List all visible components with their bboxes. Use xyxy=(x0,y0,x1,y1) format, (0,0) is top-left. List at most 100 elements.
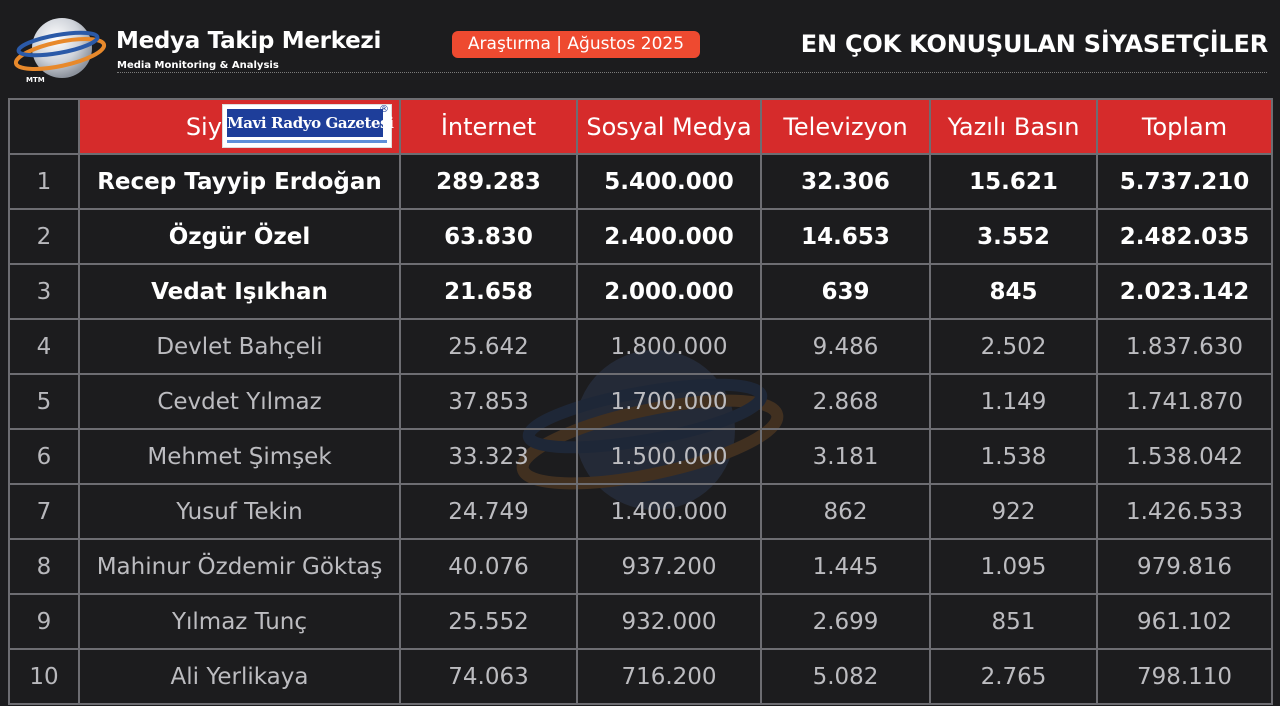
politician-name: Yusuf Tekin xyxy=(78,483,401,540)
logo-letters: MTM xyxy=(26,76,45,84)
social-media-count: 1.700.000 xyxy=(576,373,762,430)
print-press-count: 3.552 xyxy=(929,208,1098,265)
social-media-count: 1.500.000 xyxy=(576,428,762,485)
table-row: 7 Yusuf Tekin 24.749 1.400.000 862 922 1.426.5… xyxy=(8,483,1273,540)
brand-name: Medya Takip Merkezi xyxy=(116,28,382,54)
table-row: 5 Cevdet Yılmaz 37.853 1.700.000 2.868 1.149 1… xyxy=(8,373,1273,430)
header-total: Toplam xyxy=(1096,98,1273,155)
table-row: 10 Ali Yerlikaya 74.063 716.200 5.082 2.765 79… xyxy=(8,648,1273,705)
television-count: 2.868 xyxy=(760,373,931,430)
research-date-badge: Araştırma | Ağustos 2025 xyxy=(452,31,700,58)
total-count: 979.816 xyxy=(1096,538,1273,595)
internet-count: 33.323 xyxy=(399,428,578,485)
registered-mark: ® xyxy=(379,104,389,115)
politicians-table: Siyasetçi Mavi Radyo Gazetesi ® İnternet… xyxy=(8,98,1273,705)
print-press-count: 1.538 xyxy=(929,428,1098,485)
mavi-radyo-logo: Mavi Radyo Gazetesi ® xyxy=(222,104,394,148)
header-politician: Siyasetçi Mavi Radyo Gazetesi ® xyxy=(78,98,401,155)
social-media-count: 2.400.000 xyxy=(576,208,762,265)
television-count: 5.082 xyxy=(760,648,931,705)
table-header-row: Siyasetçi Mavi Radyo Gazetesi ® İnternet… xyxy=(8,98,1273,155)
total-count: 1.741.870 xyxy=(1096,373,1273,430)
politician-name: Vedat Işıkhan xyxy=(78,263,401,320)
table-row: 9 Yılmaz Tunç 25.552 932.000 2.699 851 961.102 xyxy=(8,593,1273,650)
rank-cell: 10 xyxy=(8,648,80,705)
television-count: 862 xyxy=(760,483,931,540)
total-count: 5.737.210 xyxy=(1096,153,1273,210)
television-count: 14.653 xyxy=(760,208,931,265)
internet-count: 21.658 xyxy=(399,263,578,320)
mtm-logo: MTM xyxy=(13,18,107,84)
internet-count: 74.063 xyxy=(399,648,578,705)
total-count: 961.102 xyxy=(1096,593,1273,650)
politician-name: Yılmaz Tunç xyxy=(78,593,401,650)
print-press-count: 2.765 xyxy=(929,648,1098,705)
table-row: 3 Vedat Işıkhan 21.658 2.000.000 639 845 2.023… xyxy=(8,263,1273,320)
print-press-count: 1.149 xyxy=(929,373,1098,430)
print-press-count: 2.502 xyxy=(929,318,1098,375)
header-internet: İnternet xyxy=(399,98,578,155)
total-count: 1.837.630 xyxy=(1096,318,1273,375)
total-count: 798.110 xyxy=(1096,648,1273,705)
rank-cell: 8 xyxy=(8,538,80,595)
rank-cell: 4 xyxy=(8,318,80,375)
social-media-count: 716.200 xyxy=(576,648,762,705)
internet-count: 40.076 xyxy=(399,538,578,595)
internet-count: 25.642 xyxy=(399,318,578,375)
table-body: 1 Recep Tayyip Erdoğan 289.283 5.400.000 32.… xyxy=(8,153,1273,705)
total-count: 2.482.035 xyxy=(1096,208,1273,265)
politician-name: Özgür Özel xyxy=(78,208,401,265)
politician-name: Mahinur Özdemir Göktaş xyxy=(78,538,401,595)
print-press-count: 922 xyxy=(929,483,1098,540)
rank-cell: 6 xyxy=(8,428,80,485)
rank-cell: 1 xyxy=(8,153,80,210)
politician-name: Mehmet Şimşek xyxy=(78,428,401,485)
social-media-count: 932.000 xyxy=(576,593,762,650)
television-count: 32.306 xyxy=(760,153,931,210)
table-row: 1 Recep Tayyip Erdoğan 289.283 5.400.000 32.… xyxy=(8,153,1273,210)
print-press-count: 845 xyxy=(929,263,1098,320)
header-television: Televizyon xyxy=(760,98,931,155)
television-count: 2.699 xyxy=(760,593,931,650)
header-rank-cell xyxy=(8,98,80,155)
table-row: 4 Devlet Bahçeli 25.642 1.800.000 9.486 2.502… xyxy=(8,318,1273,375)
header-social-media: Sosyal Medya xyxy=(576,98,762,155)
rank-cell: 2 xyxy=(8,208,80,265)
table-row: 8 Mahinur Özdemir Göktaş 40.076 937.200 1.44… xyxy=(8,538,1273,595)
politician-name: Ali Yerlikaya xyxy=(78,648,401,705)
rank-cell: 5 xyxy=(8,373,80,430)
television-count: 639 xyxy=(760,263,931,320)
television-count: 3.181 xyxy=(760,428,931,485)
rank-cell: 7 xyxy=(8,483,80,540)
table-row: 6 Mehmet Şimşek 33.323 1.500.000 3.181 1.538 1… xyxy=(8,428,1273,485)
table-row: 2 Özgür Özel 63.830 2.400.000 14.653 3.552 2.4… xyxy=(8,208,1273,265)
politician-name: Cevdet Yılmaz xyxy=(78,373,401,430)
print-press-count: 851 xyxy=(929,593,1098,650)
rank-cell: 9 xyxy=(8,593,80,650)
rank-cell: 3 xyxy=(8,263,80,320)
header-divider xyxy=(117,72,1267,73)
internet-count: 25.552 xyxy=(399,593,578,650)
social-media-count: 937.200 xyxy=(576,538,762,595)
politician-name: Recep Tayyip Erdoğan xyxy=(78,153,401,210)
television-count: 1.445 xyxy=(760,538,931,595)
internet-count: 24.749 xyxy=(399,483,578,540)
mavi-radyo-logo-text: Mavi Radyo Gazetesi xyxy=(227,109,394,137)
social-media-count: 1.400.000 xyxy=(576,483,762,540)
total-count: 2.023.142 xyxy=(1096,263,1273,320)
social-media-count: 5.400.000 xyxy=(576,153,762,210)
internet-count: 37.853 xyxy=(399,373,578,430)
brand-subtitle: Media Monitoring & Analysis xyxy=(117,60,279,71)
politician-name: Devlet Bahçeli xyxy=(78,318,401,375)
total-count: 1.538.042 xyxy=(1096,428,1273,485)
logo-stripe xyxy=(227,140,387,143)
social-media-count: 2.000.000 xyxy=(576,263,762,320)
print-press-count: 15.621 xyxy=(929,153,1098,210)
total-count: 1.426.533 xyxy=(1096,483,1273,540)
print-press-count: 1.095 xyxy=(929,538,1098,595)
social-media-count: 1.800.000 xyxy=(576,318,762,375)
header-print-press: Yazılı Basın xyxy=(929,98,1098,155)
internet-count: 63.830 xyxy=(399,208,578,265)
television-count: 9.486 xyxy=(760,318,931,375)
internet-count: 289.283 xyxy=(399,153,578,210)
